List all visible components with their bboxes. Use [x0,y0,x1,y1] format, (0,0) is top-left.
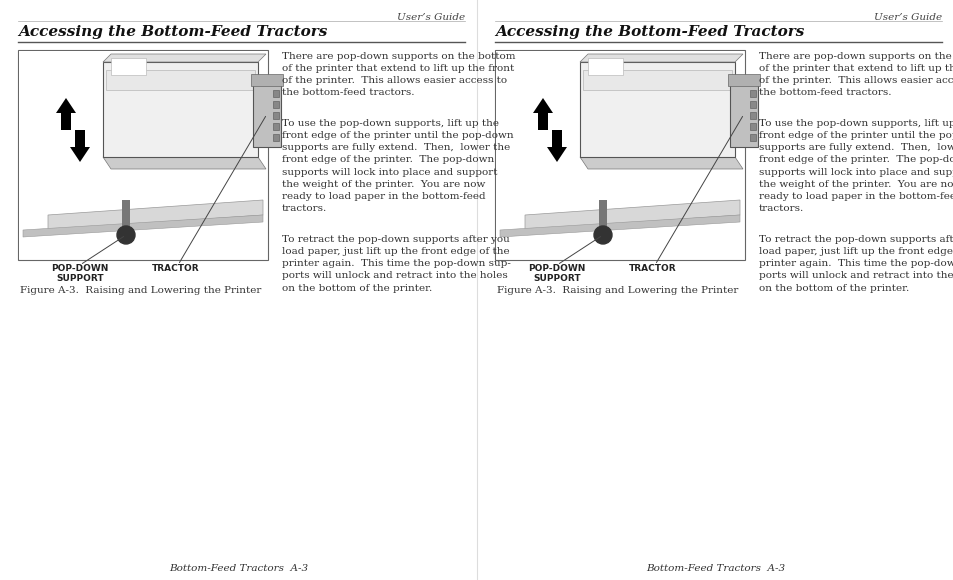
Text: There are pop-down supports on the bottom
of the printer that extend to lift up : There are pop-down supports on the botto… [759,52,953,97]
Bar [273,90,278,97]
Circle shape [117,226,135,244]
Bar [749,123,755,130]
Text: Figure A-3.  Raising and Lowering the Printer: Figure A-3. Raising and Lowering the Pri… [497,286,738,295]
Text: User’s Guide: User’s Guide [396,13,464,22]
Bar [749,112,755,119]
Bar [749,134,755,141]
Text: To retract the pop-down supports after you
load paper, just lift up the front ed: To retract the pop-down supports after y… [282,235,511,292]
Bar [273,101,278,108]
Text: To use the pop-down supports, lift up the
front edge of the printer until the po: To use the pop-down supports, lift up th… [759,119,953,213]
Polygon shape [48,200,263,230]
Text: Accessing the Bottom-Feed Tractors: Accessing the Bottom-Feed Tractors [18,25,327,39]
FancyArrow shape [70,130,90,162]
Text: There are pop-down supports on the bottom
of the printer that extend to lift up : There are pop-down supports on the botto… [282,52,515,97]
Bar [582,70,731,90]
Bar [587,58,622,75]
Polygon shape [579,54,742,62]
Text: POP-DOWN
SUPPORT: POP-DOWN SUPPORT [528,264,585,284]
Bar [253,82,281,147]
Bar [18,50,268,260]
Bar [729,82,758,147]
Bar [273,112,278,119]
Text: Bottom-Feed Tractors  A-3: Bottom-Feed Tractors A-3 [169,564,308,573]
Text: TRACTOR: TRACTOR [629,264,676,273]
Bar [495,50,744,260]
Bar [598,200,606,230]
FancyArrow shape [546,130,566,162]
Circle shape [594,226,612,244]
Bar [122,200,130,230]
Bar [111,58,146,75]
Bar [579,62,734,157]
Text: POP-DOWN
SUPPORT: POP-DOWN SUPPORT [51,264,109,284]
Bar [19,51,267,259]
Polygon shape [579,157,742,169]
Text: TRACTOR: TRACTOR [152,264,199,273]
Bar [103,62,257,157]
Polygon shape [103,157,266,169]
Bar [727,74,760,86]
Text: To retract the pop-down supports after you
load paper, just lift up the front ed: To retract the pop-down supports after y… [759,235,953,292]
Polygon shape [23,215,263,237]
Bar [251,74,283,86]
Bar [106,70,254,90]
Text: Accessing the Bottom-Feed Tractors: Accessing the Bottom-Feed Tractors [495,25,803,39]
Text: To use the pop-down supports, lift up the
front edge of the printer until the po: To use the pop-down supports, lift up th… [282,119,513,213]
Polygon shape [499,215,740,237]
Text: Bottom-Feed Tractors  A-3: Bottom-Feed Tractors A-3 [645,564,784,573]
FancyArrow shape [533,98,553,130]
Text: User’s Guide: User’s Guide [873,13,941,22]
Bar [749,101,755,108]
Polygon shape [103,54,266,62]
Bar [273,123,278,130]
Bar [496,51,743,259]
Polygon shape [524,200,740,230]
Bar [273,134,278,141]
Text: Figure A-3.  Raising and Lowering the Printer: Figure A-3. Raising and Lowering the Pri… [20,286,261,295]
FancyArrow shape [56,98,76,130]
Bar [749,90,755,97]
